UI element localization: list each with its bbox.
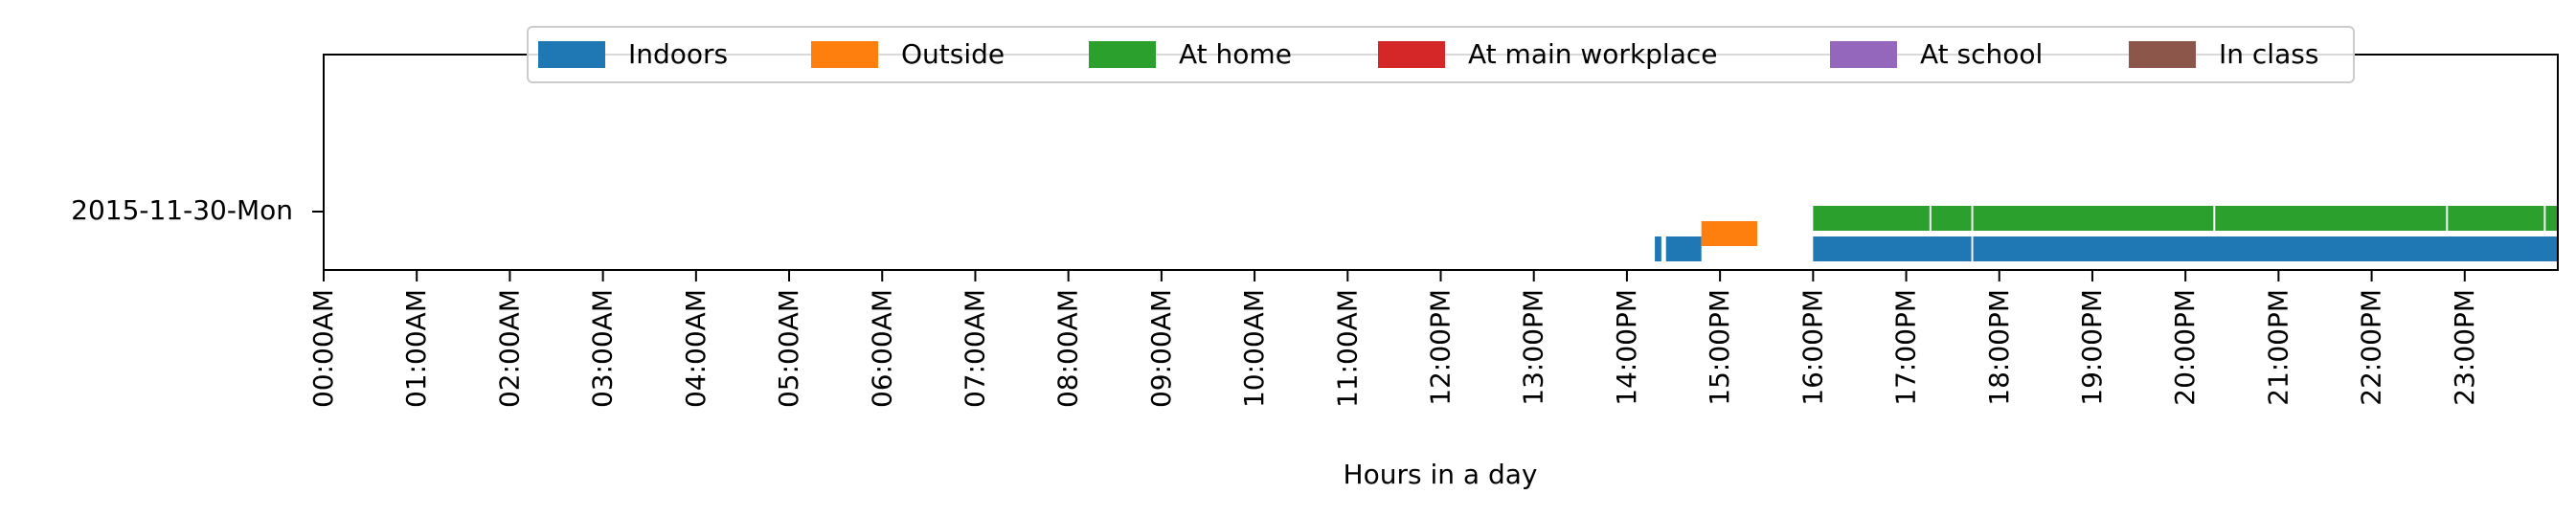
legend-swatch <box>538 41 605 68</box>
x-tick-label: 22:00PM <box>2356 289 2387 406</box>
x-tick-label: 05:00AM <box>773 289 804 408</box>
x-tick-label: 02:00AM <box>493 289 525 408</box>
legend-label: At main workplace <box>1468 38 1718 70</box>
interval-bars <box>1655 206 2558 261</box>
legend-swatch <box>1089 41 1156 68</box>
x-tick-label: 00:00AM <box>307 289 339 408</box>
interval-bar-indoors-2 <box>1813 236 1972 261</box>
legend-label: Outside <box>901 38 1005 70</box>
x-tick-label: 13:00PM <box>1518 289 1549 406</box>
legend-label: Indoors <box>628 38 728 70</box>
interval-bar-indoors-1 <box>1665 236 1702 261</box>
x-tick-label: 03:00AM <box>587 289 619 408</box>
x-tick-label: 04:00AM <box>680 289 712 408</box>
interval-bar-indoors-3 <box>1973 236 2558 261</box>
x-axis-label: Hours in a day <box>1344 459 1538 490</box>
legend: Indoors Outside At home At main workplace At… <box>527 26 2355 83</box>
x-tick-label: 17:00PM <box>1890 289 1922 406</box>
interval-bar-indoors-0 <box>1655 236 1661 261</box>
x-tick-label: 01:00AM <box>400 289 432 408</box>
x-tick-label: 21:00PM <box>2262 289 2294 406</box>
x-axis: 00:00AM 01:00AM 02:00AM 03:00AM 04:00AM 05:00… <box>307 270 2480 408</box>
legend-label: At school <box>1920 38 2043 70</box>
interval-bar-at-home-3 <box>2215 206 2447 231</box>
x-tick-label: 19:00PM <box>2076 289 2108 406</box>
x-tick-label: 10:00AM <box>1238 289 1270 408</box>
interval-bar-at-home-0 <box>1813 206 1930 231</box>
y-axis: 2015-11-30-Mon <box>71 194 324 226</box>
interval-bar-outside-0 <box>1701 221 1758 246</box>
x-tick-label: 16:00PM <box>1796 289 1828 406</box>
legend-swatch <box>811 41 878 68</box>
x-tick-label: 18:00PM <box>1983 289 2015 406</box>
x-tick-label: 08:00AM <box>1052 289 1084 408</box>
x-tick-label: 07:00AM <box>959 289 990 408</box>
legend-swatch <box>1378 41 1445 68</box>
x-tick-label: 09:00AM <box>1145 289 1177 408</box>
interval-bar-at-home-5 <box>2545 206 2558 231</box>
interval-bar-at-home-1 <box>1931 206 1972 231</box>
y-tick-label: 2015-11-30-Mon <box>71 194 293 226</box>
x-tick-label: 23:00PM <box>2449 289 2480 406</box>
legend-swatch <box>1830 41 1897 68</box>
x-tick-label: 14:00PM <box>1611 289 1642 406</box>
x-tick-label: 06:00AM <box>866 289 897 408</box>
interval-bar-at-home-4 <box>2448 206 2544 231</box>
interval-bar-at-home-2 <box>1973 206 2214 231</box>
x-tick-label: 15:00PM <box>1704 289 1735 406</box>
legend-label: In class <box>2219 38 2318 70</box>
x-tick-label: 11:00AM <box>1331 289 1363 408</box>
x-tick-label: 12:00PM <box>1425 289 1457 406</box>
x-tick-label: 20:00PM <box>2169 289 2201 406</box>
legend-label: At home <box>1179 38 1292 70</box>
legend-swatch <box>2129 41 2196 68</box>
